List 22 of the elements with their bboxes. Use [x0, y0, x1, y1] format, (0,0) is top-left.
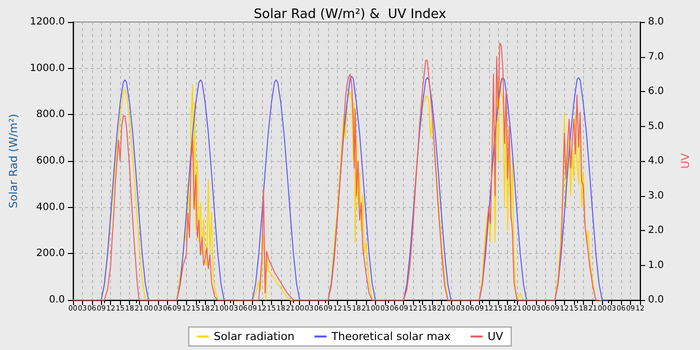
- legend-label: Solar radiation: [214, 330, 294, 343]
- y-tick-label: 800.0: [36, 109, 65, 120]
- y-axis-title: Solar Rad (W/m²): [7, 114, 20, 208]
- y2-tick-label: 6.0: [648, 86, 664, 97]
- y-tick-label: 400.0: [36, 202, 65, 213]
- y2-tick-label: 7.0: [648, 51, 664, 62]
- chart-title: Solar Rad (W/m²) & UV Index: [254, 7, 447, 22]
- y-tick-label: 200.0: [36, 248, 65, 260]
- y2-tick-label: 0.0: [648, 294, 664, 306]
- y2-tick-label: 3.0: [648, 190, 664, 202]
- y2-tick-label: 2.0: [648, 225, 664, 236]
- legend-label: Theoretical solar max: [330, 330, 452, 343]
- y-tick-label: 1000.0: [30, 62, 65, 74]
- y2-tick-label: 5.0: [648, 120, 664, 132]
- legend-label: UV: [488, 330, 504, 343]
- y2-axis-title: UV: [679, 152, 692, 169]
- y-tick-label: 600.0: [36, 156, 65, 166]
- y2-tick-label: 4.0: [648, 156, 664, 166]
- y-tick-label: 1200.0: [30, 16, 65, 28]
- y2-tick-label: 8.0: [648, 16, 664, 28]
- y-tick-label: 0.0: [48, 294, 65, 306]
- y2-tick-label: 1.0: [648, 260, 664, 271]
